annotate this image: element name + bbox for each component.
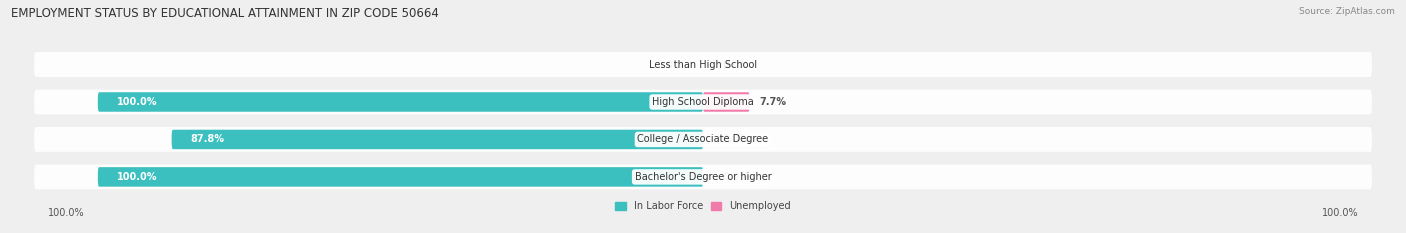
Text: 0.0%: 0.0% [723, 172, 749, 182]
Text: 7.7%: 7.7% [759, 97, 786, 107]
FancyBboxPatch shape [34, 52, 1372, 77]
Text: High School Diploma: High School Diploma [652, 97, 754, 107]
Text: Less than High School: Less than High School [650, 59, 756, 69]
Text: 100.0%: 100.0% [117, 172, 157, 182]
FancyBboxPatch shape [98, 167, 703, 187]
FancyBboxPatch shape [172, 130, 703, 149]
Text: Bachelor's Degree or higher: Bachelor's Degree or higher [634, 172, 772, 182]
FancyBboxPatch shape [34, 164, 1372, 189]
FancyBboxPatch shape [34, 127, 1372, 152]
Text: 100.0%: 100.0% [117, 97, 157, 107]
Text: 87.8%: 87.8% [191, 134, 225, 144]
FancyBboxPatch shape [34, 90, 1372, 114]
Text: 0.0%: 0.0% [723, 134, 749, 144]
Text: Source: ZipAtlas.com: Source: ZipAtlas.com [1299, 7, 1395, 16]
FancyBboxPatch shape [703, 92, 749, 112]
Text: 0.0%: 0.0% [657, 59, 683, 69]
Text: 0.0%: 0.0% [723, 59, 749, 69]
Text: EMPLOYMENT STATUS BY EDUCATIONAL ATTAINMENT IN ZIP CODE 50664: EMPLOYMENT STATUS BY EDUCATIONAL ATTAINM… [11, 7, 439, 20]
FancyBboxPatch shape [98, 92, 703, 112]
Legend: In Labor Force, Unemployed: In Labor Force, Unemployed [616, 202, 790, 212]
Text: College / Associate Degree: College / Associate Degree [637, 134, 769, 144]
